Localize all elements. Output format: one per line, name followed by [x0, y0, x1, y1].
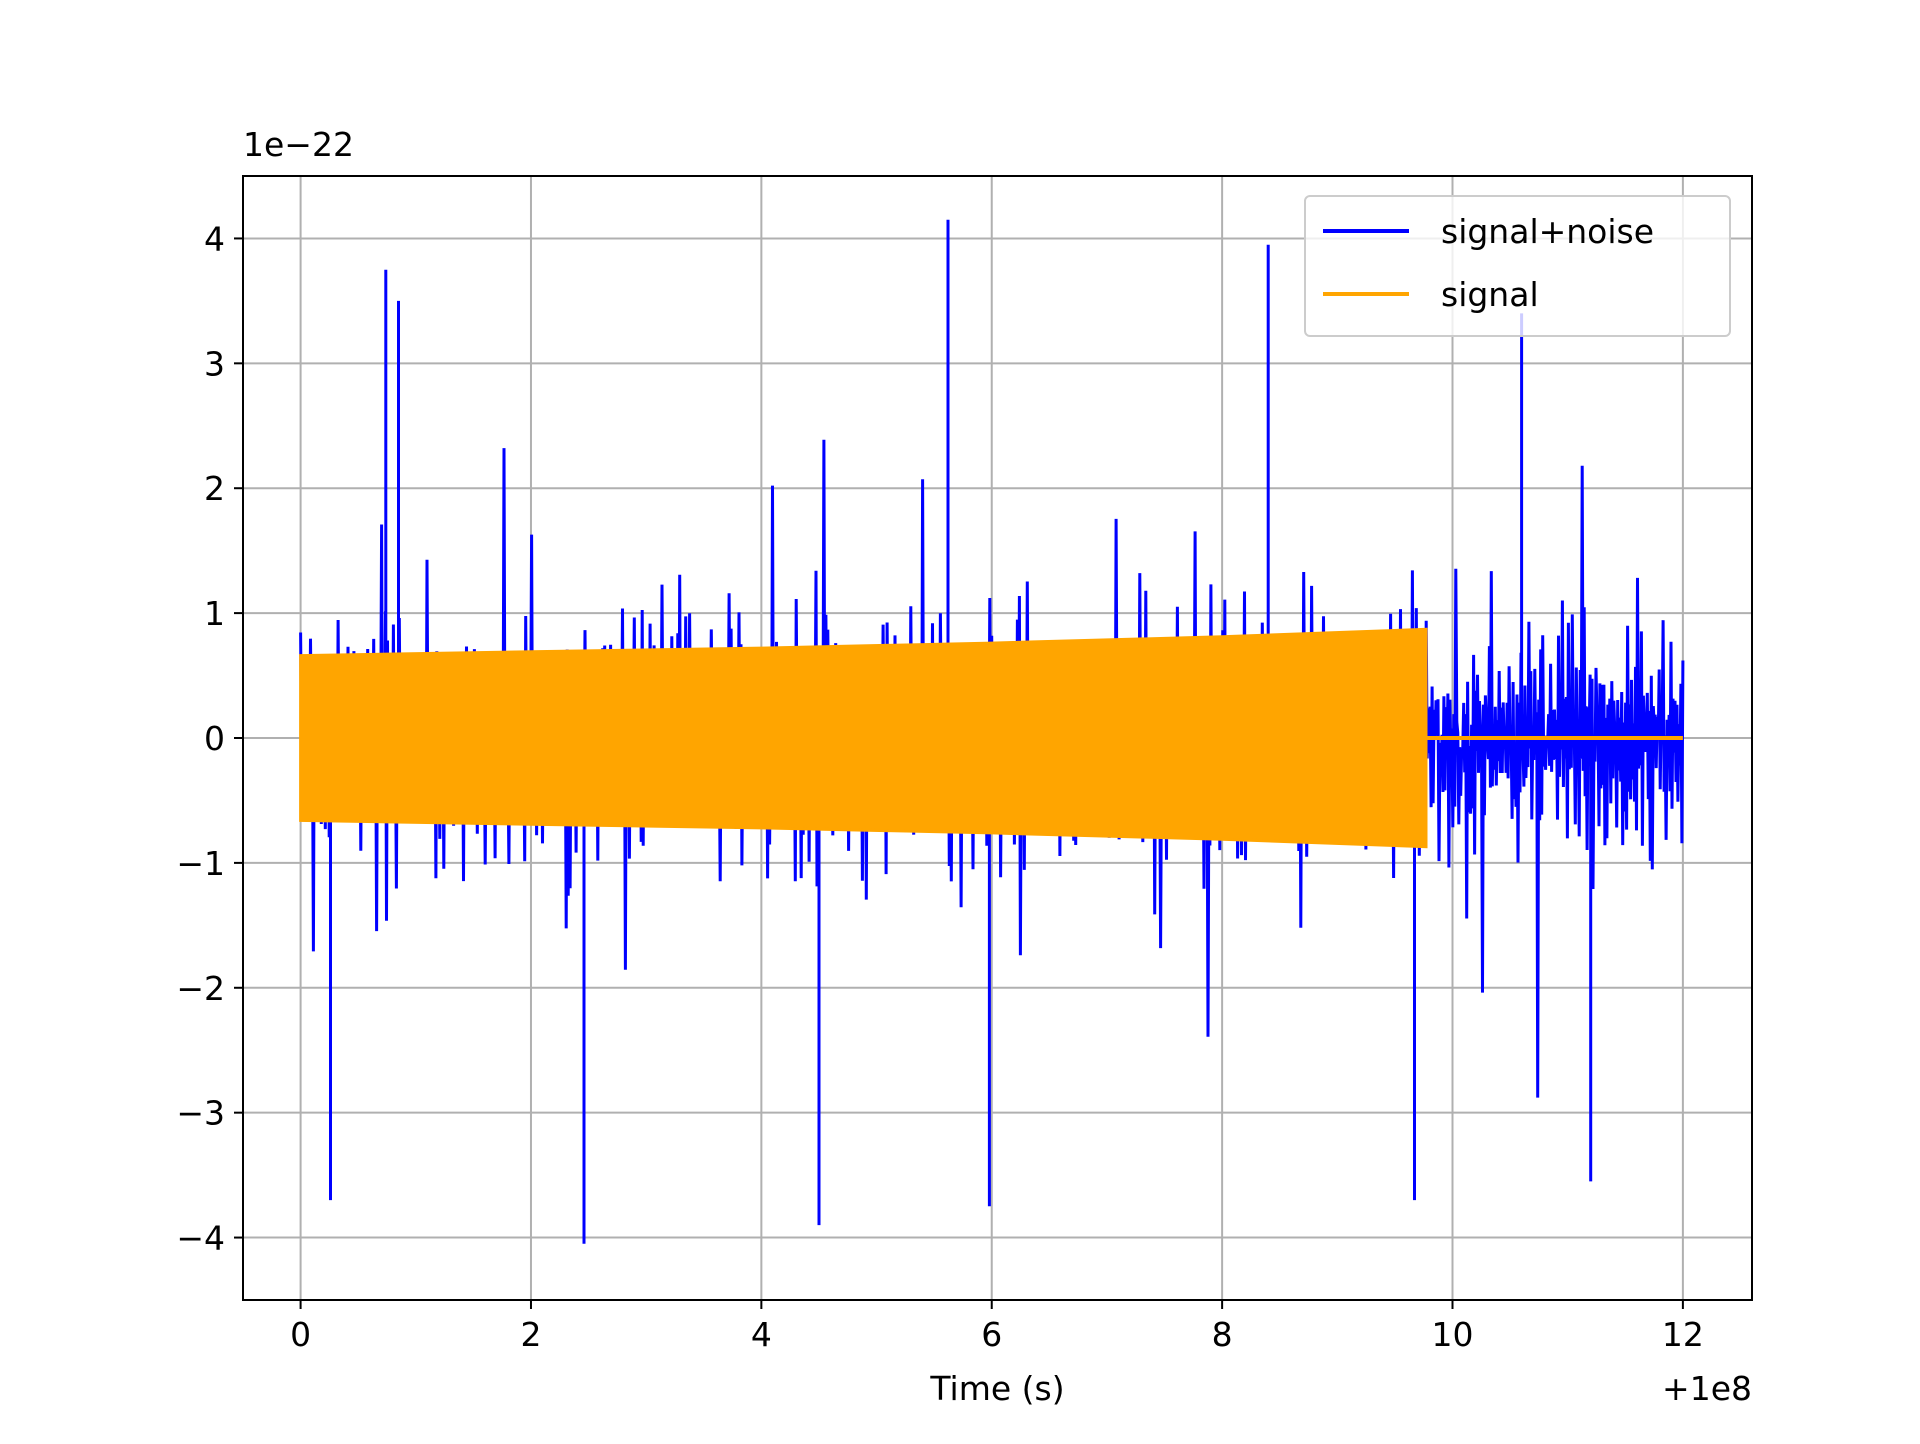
x-offset-label: +1e8	[1662, 1369, 1752, 1408]
y-tick-label: −4	[176, 1219, 225, 1258]
series-signal-envelope	[299, 627, 1428, 849]
y-tick-label: −3	[176, 1094, 225, 1133]
y-tick-label: 2	[204, 469, 225, 508]
x-tick-label: 12	[1662, 1315, 1704, 1354]
x-tick-label: 4	[751, 1315, 772, 1354]
x-tick-label: 6	[981, 1315, 1002, 1354]
legend-label-signal-noise: signal+noise	[1441, 212, 1654, 251]
y-scale-label: 1e−22	[243, 125, 354, 164]
x-axis-label: Time (s)	[929, 1369, 1064, 1408]
y-tick-label: −1	[176, 844, 225, 883]
x-tick-label: 0	[290, 1315, 311, 1354]
x-tick-label: 2	[520, 1315, 541, 1354]
x-tick-label: 8	[1212, 1315, 1233, 1354]
x-tick-label: 10	[1432, 1315, 1474, 1354]
legend-label-signal: signal	[1441, 275, 1539, 314]
y-tick-label: 1	[204, 594, 225, 633]
plot-series-layer	[299, 219, 1685, 1244]
y-tick-label: 3	[204, 344, 225, 383]
y-tick-label: 0	[204, 719, 225, 758]
legend: signal+noise signal	[1304, 195, 1731, 337]
y-tick-label: −2	[176, 969, 225, 1008]
legend-box	[1304, 195, 1731, 337]
series-signal-noise	[299, 219, 1685, 1244]
y-tick-label: 4	[204, 219, 225, 258]
